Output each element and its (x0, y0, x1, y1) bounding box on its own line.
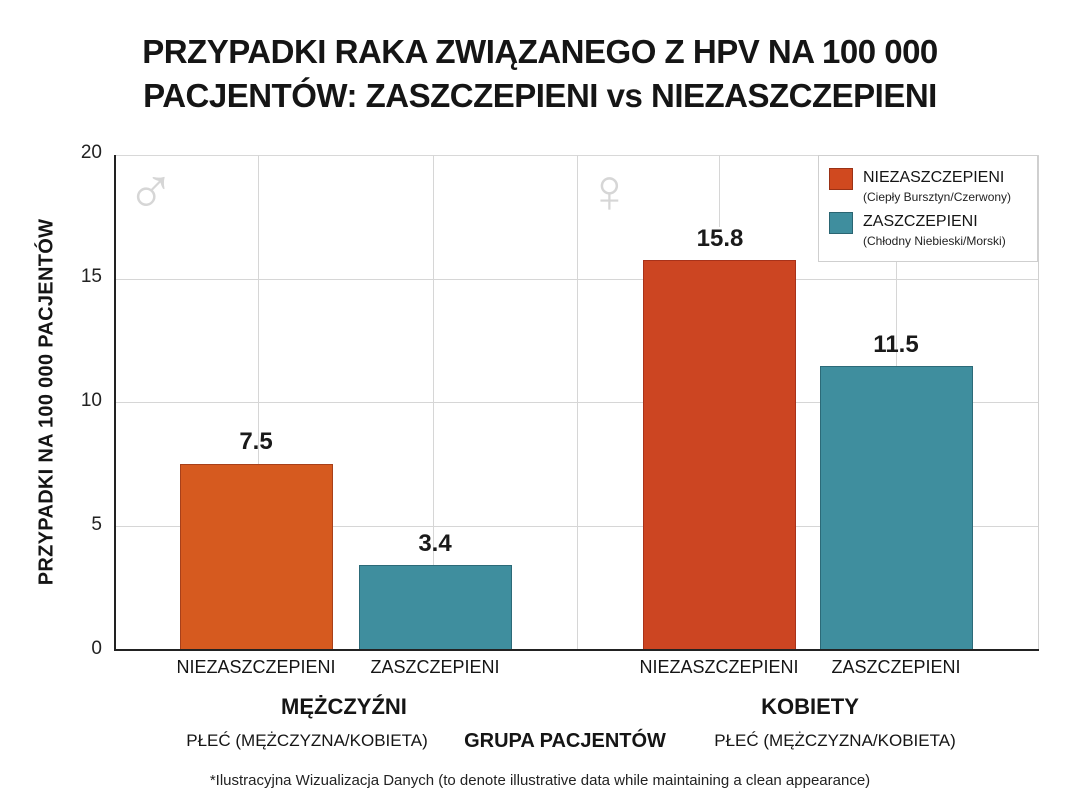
vertical-gridline (577, 155, 578, 650)
x-category-men-vaccinated: ZASZCZEPIENI (370, 657, 500, 677)
female-symbol-icon: ♀ (586, 157, 633, 226)
group-label-women: KOBIETY (761, 694, 859, 719)
bar-men-vaccinated (359, 565, 512, 650)
legend-swatch-unvaccinated (829, 168, 853, 190)
chart-title-line-1: PRZYPADKI RAKA ZWIĄZANEGO Z HPV NA 100 0… (142, 33, 938, 70)
footnote: *Ilustracyjna Wizualizacja Danych (to de… (209, 772, 871, 789)
vertical-gridline (433, 155, 434, 650)
x-axis-line (114, 649, 1039, 651)
gridline-5 (114, 526, 1038, 527)
y-tick-5: 5 (91, 514, 102, 535)
x-category-women-unvaccinated: NIEZASZCZEPIENI (639, 657, 799, 677)
bar-men-unvaccinated (180, 464, 333, 650)
legend: NIEZASZCZEPIENI (Ciepły Bursztyn/Czerwon… (818, 155, 1038, 262)
bar-value-women-vaccinated: 11.5 (873, 331, 919, 358)
bar-value-men-vaccinated: 3.4 (418, 530, 452, 557)
gridline-15 (114, 279, 1038, 280)
legend-label-vaccinated: ZASZCZEPIENI (863, 213, 978, 230)
x-category-men-unvaccinated: NIEZASZCZEPIENI (176, 657, 336, 677)
vertical-gridline (258, 155, 259, 650)
y-tick-0: 0 (91, 638, 102, 659)
vertical-gridline (896, 262, 897, 366)
legend-swatch-vaccinated (829, 212, 853, 234)
y-tick-20: 20 (80, 142, 102, 163)
gridline-10 (114, 402, 1038, 403)
bar-women-unvaccinated (643, 260, 796, 650)
plot-area (114, 155, 1039, 651)
legend-label-unvaccinated: NIEZASZCZEPIENI (863, 169, 1005, 186)
y-tick-10: 10 (80, 390, 102, 411)
bar-women-vaccinated (820, 366, 973, 650)
chart-title: PRZYPADKI RAKA ZWIĄZANEGO Z HPV NA 100 0… (0, 30, 1080, 118)
legend-sublabel-vaccinated: (Chłodny Niebieski/Morski) (863, 234, 1006, 248)
chart-title-line-2: PACJENTÓW: ZASZCZEPIENI vs NIEZASZCZEPIE… (143, 77, 937, 114)
group-label-men: MĘŻCZYŹNI (281, 694, 407, 719)
bar-value-men-unvaccinated: 7.5 (239, 428, 273, 455)
male-symbol-icon: ♂ (126, 154, 176, 228)
y-axis-line (114, 155, 116, 651)
vertical-gridline (719, 155, 720, 227)
y-tick-15: 15 (80, 266, 102, 287)
x-axis-title: GRUPA PACJENTÓW (464, 730, 666, 752)
bar-value-women-unvaccinated: 15.8 (696, 225, 744, 252)
sex-sublabel-women: PŁEĆ (MĘŻCZYZNA/KOBIETA) (714, 731, 956, 750)
x-category-women-vaccinated: ZASZCZEPIENI (831, 657, 961, 677)
legend-sublabel-unvaccinated: (Ciepły Bursztyn/Czerwony) (863, 190, 1012, 204)
sex-sublabel-men: PŁEĆ (MĘŻCZYZNA/KOBIETA) (186, 731, 428, 750)
y-axis-label: PRZYPADKI NA 100 000 PACJENTÓW (35, 218, 58, 586)
